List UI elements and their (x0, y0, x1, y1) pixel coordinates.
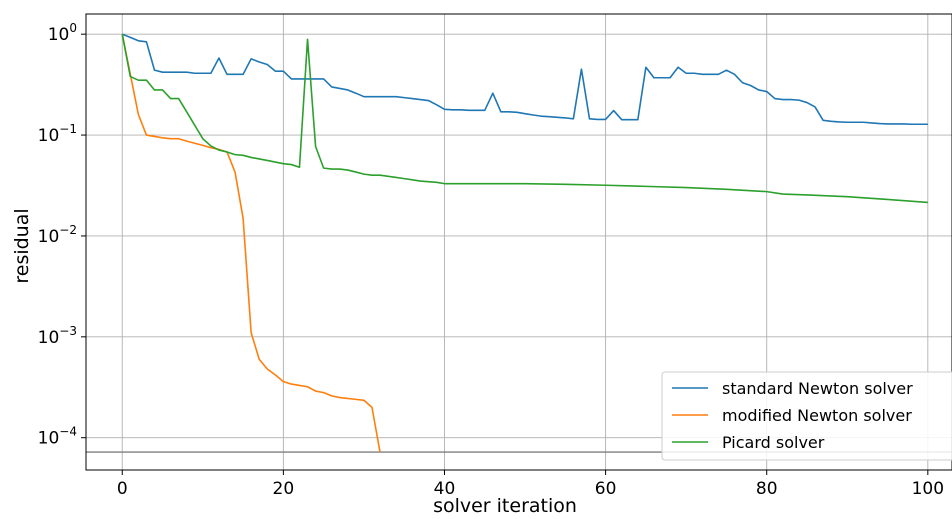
x-tick-label: 20 (273, 479, 295, 499)
y-tick-label: 100 (48, 21, 77, 45)
x-axis-label: solver iteration (433, 495, 577, 517)
plot-area-frame (85, 13, 952, 471)
series-line-3 (121, 34, 928, 204)
y-axis-ticks: 100 10−1 10−2 10−3 10−4 (38, 21, 86, 449)
series-line-2 (121, 34, 381, 453)
series-line-1 (121, 33, 928, 126)
x-tick-label: 0 (117, 479, 128, 499)
y-tick-label: 10−3 (38, 324, 77, 348)
x-axis-ticks: 0 20 40 60 80 100 (117, 470, 944, 499)
legend-label-modified-newton: modified Newton solver (722, 406, 912, 425)
x-tick-label: 60 (595, 479, 617, 499)
legend-label-picard: Picard solver (722, 433, 825, 452)
x-tick-label: 80 (756, 479, 778, 499)
legend: standard Newton solver modified Newton s… (661, 371, 952, 461)
y-tick-label: 10−2 (38, 223, 77, 247)
y-tick-label: 10−1 (38, 122, 77, 146)
x-tick-label: 100 (912, 479, 944, 499)
legend-label-standard-newton: standard Newton solver (722, 379, 913, 398)
x-tick-label: 40 (434, 479, 456, 499)
legend-box (661, 371, 952, 461)
y-tick-label: 10−4 (38, 425, 77, 449)
y-axis-label: residual (11, 208, 33, 283)
series-lines (121, 33, 928, 453)
